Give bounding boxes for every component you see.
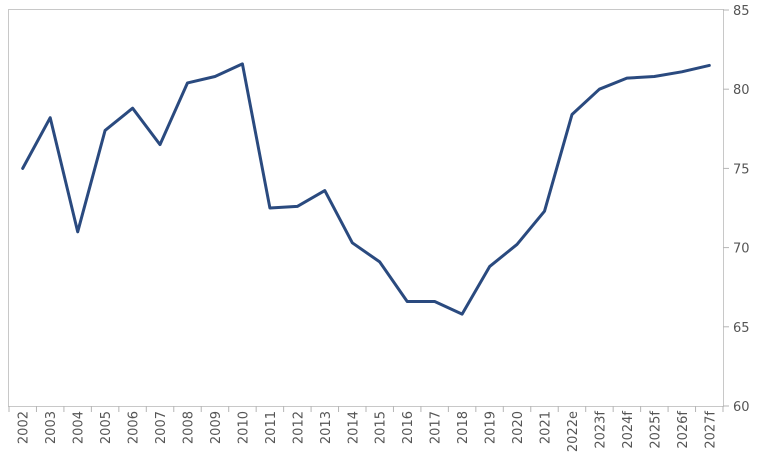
- y-axis: 60 65 70 75 80 85: [723, 4, 750, 415]
- y-tick-label: 60: [733, 400, 750, 415]
- x-tick-label: 2005: [99, 411, 114, 444]
- x-tick-label: 2023f: [593, 411, 608, 449]
- x-tick-label: 2006: [127, 411, 142, 444]
- x-tick-label: 2024f: [621, 411, 636, 449]
- x-tick-label: 2007: [154, 411, 169, 444]
- y-tick-label: 80: [733, 83, 750, 98]
- y-tick-label: 85: [733, 4, 750, 19]
- x-tick-label: 2020: [511, 411, 526, 444]
- x-tick-label: 2012: [291, 411, 306, 444]
- x-tick-label: 2021: [539, 411, 554, 444]
- x-tick-label: 2018: [456, 411, 471, 444]
- x-tick-label: 2019: [484, 411, 499, 444]
- x-tick-label: 2002: [17, 411, 32, 444]
- series-line: [21, 62, 711, 316]
- x-axis: 2002 2003 2004 2005 2006 2007 2008 2009 2010 2011…: [8, 406, 724, 452]
- x-tick-label: 2016: [401, 411, 416, 444]
- x-tick-label: 2014: [346, 411, 361, 444]
- x-tick-label: 2011: [264, 411, 279, 444]
- plot-area-frame: [8, 9, 724, 407]
- x-tick-label: 2027f: [703, 411, 718, 449]
- x-tick-label: 2009: [209, 411, 224, 444]
- x-tick-label: 2010: [236, 411, 251, 444]
- x-tick-label: 2013: [319, 411, 334, 444]
- x-tick-label: 2008: [182, 411, 197, 444]
- x-tick-label: 2026f: [676, 411, 691, 449]
- x-tick-label: 2004: [72, 411, 87, 444]
- y-tick-label: 70: [733, 242, 750, 257]
- x-tick-label: 2017: [429, 411, 444, 444]
- y-tick-label: 75: [733, 162, 750, 177]
- x-tick-label: 2003: [44, 411, 59, 444]
- x-tick-label: 2015: [374, 411, 389, 444]
- x-tick-label: 2022e: [566, 411, 581, 452]
- y-tick-label: 65: [733, 321, 750, 336]
- x-tick-label: 2025f: [648, 411, 663, 449]
